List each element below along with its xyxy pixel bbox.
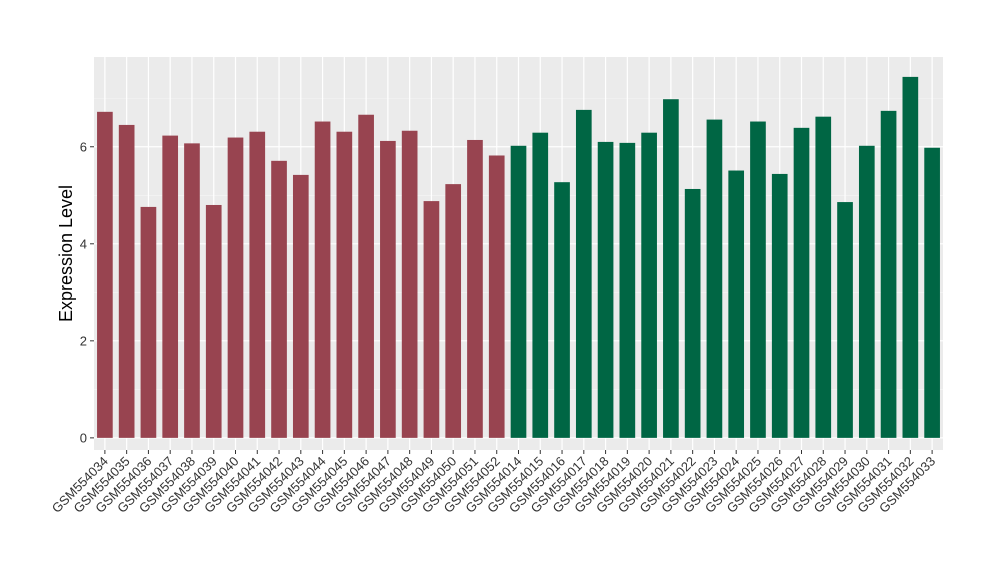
bar-gsm554036 xyxy=(140,206,157,438)
y-tick-label: 0 xyxy=(80,430,87,445)
bar-gsm554034 xyxy=(97,111,113,438)
bar-gsm554028 xyxy=(815,116,832,438)
bar-gsm554021 xyxy=(663,99,679,438)
y-axis-title: Expression Level xyxy=(56,185,76,322)
bar-gsm554047 xyxy=(380,140,396,438)
y-axis: 0 2 4 6 xyxy=(80,139,94,445)
bar-gsm554038 xyxy=(184,143,200,438)
bar-gsm554033 xyxy=(924,147,940,438)
bar-gsm554019 xyxy=(619,142,636,438)
bar-gsm554015 xyxy=(532,132,549,438)
bar-gsm554024 xyxy=(728,170,745,438)
bar-gsm554045 xyxy=(336,131,353,438)
bar-gsm554050 xyxy=(445,184,462,438)
bar-gsm554032 xyxy=(902,76,919,438)
bar-gsm554048 xyxy=(401,130,418,438)
bar-gsm554049 xyxy=(423,201,440,438)
bar-gsm554029 xyxy=(837,202,853,438)
bar-gsm554044 xyxy=(314,121,331,438)
bar-gsm554016 xyxy=(554,182,570,438)
bar-gsm554031 xyxy=(880,110,897,438)
bar-gsm554039 xyxy=(205,204,222,438)
bar-gsm554042 xyxy=(271,160,287,438)
bar-gsm554017 xyxy=(575,109,592,438)
bar-gsm554043 xyxy=(292,174,309,438)
y-tick-label: 4 xyxy=(80,236,87,251)
bar-gsm554023 xyxy=(706,119,723,438)
bar-gsm554025 xyxy=(750,121,766,438)
bar-gsm554018 xyxy=(597,141,614,438)
bar-gsm554014 xyxy=(510,145,527,438)
y-tick-label: 6 xyxy=(80,139,87,154)
bar-gsm554052 xyxy=(488,155,505,438)
bar-gsm554026 xyxy=(771,173,788,438)
x-axis: GSM554034GSM554035GSM554036GSM554037GSM5… xyxy=(49,450,938,516)
y-tick-label: 2 xyxy=(80,333,87,348)
bar-gsm554051 xyxy=(467,139,483,438)
bars xyxy=(97,76,940,438)
bar-gsm554046 xyxy=(358,114,374,438)
bar-gsm554027 xyxy=(793,127,810,438)
bar-gsm554022 xyxy=(684,188,701,438)
bar-gsm554030 xyxy=(858,145,875,438)
bar-gsm554040 xyxy=(227,137,244,438)
bar-gsm554041 xyxy=(249,131,266,438)
bar-gsm554035 xyxy=(118,124,135,438)
bar-gsm554020 xyxy=(641,132,657,438)
bar-gsm554037 xyxy=(162,135,179,438)
